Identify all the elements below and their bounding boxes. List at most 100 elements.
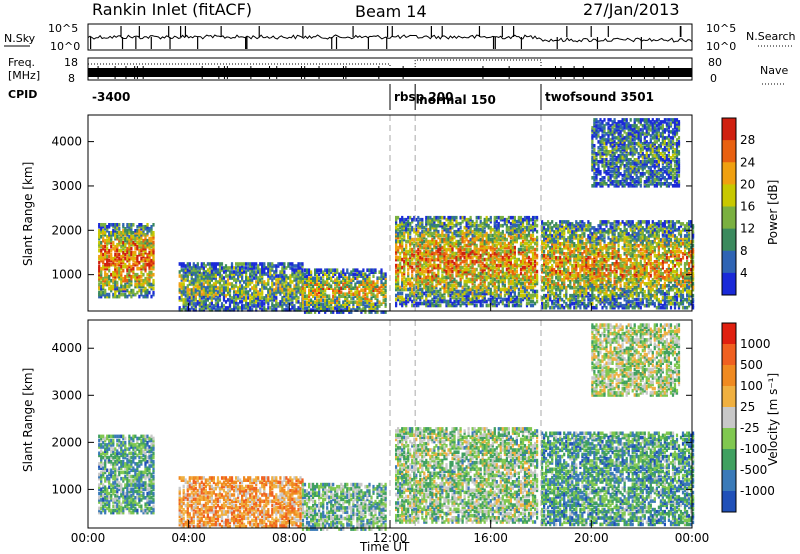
echo-cell: [316, 292, 319, 296]
echo-cell: [489, 227, 492, 232]
echo-cell: [144, 236, 147, 241]
echo-cell: [401, 243, 404, 248]
echo-cell: [344, 280, 347, 284]
echo-cell: [457, 263, 460, 268]
echo-cell: [545, 270, 548, 274]
echo-cell: [102, 266, 105, 271]
echo-cell: [208, 262, 211, 266]
echo-cell: [130, 229, 133, 233]
echo-cell: [106, 264, 109, 269]
echo-cell: [491, 237, 494, 242]
echo-cell: [214, 262, 217, 266]
echo-cell: [445, 239, 448, 244]
echo-cell: [283, 274, 286, 278]
echo-cell: [308, 304, 311, 308]
echo-cell: [431, 231, 434, 236]
echo-cell: [483, 221, 486, 226]
echo-cell: [509, 249, 512, 254]
echo-cell: [245, 298, 248, 302]
echo-cell: [545, 262, 548, 266]
echo-cell: [541, 270, 544, 274]
echo-cell: [439, 221, 442, 226]
echo-cell: [547, 293, 550, 298]
echo-cell: [338, 290, 341, 294]
echo-cell: [116, 248, 119, 253]
echo-cell: [301, 286, 305, 290]
echo-cell: [126, 266, 129, 271]
echo-cell: [305, 282, 309, 286]
echo-cell: [384, 310, 387, 314]
echo-cell: [314, 310, 317, 314]
echo-cell: [511, 273, 514, 278]
echo-cell: [132, 290, 135, 295]
echo-cell: [577, 244, 580, 248]
echo-cell: [216, 280, 220, 284]
echo-cell: [479, 231, 482, 236]
echo-cell: [449, 279, 452, 284]
echo-cell: [289, 276, 292, 280]
echo-cell: [517, 257, 520, 262]
echo-cell: [312, 284, 315, 288]
echo-cell: [429, 243, 432, 248]
echo-cell: [459, 281, 462, 286]
echo-cell: [451, 289, 454, 294]
echo-cell: [409, 283, 412, 288]
echo-cell: [140, 233, 143, 237]
echo-cell: [180, 282, 183, 286]
echo-cell: [100, 244, 103, 249]
echo-cell: [551, 242, 554, 246]
echo-cell: [473, 283, 476, 288]
echo-cell: [427, 303, 430, 308]
echo-cell: [148, 244, 151, 249]
echo-cell: [419, 231, 422, 236]
echo-cell: [263, 262, 266, 266]
echo-cell: [399, 255, 402, 260]
echo-cell: [265, 282, 268, 286]
echo-cell: [257, 266, 260, 270]
echo-cell: [445, 301, 448, 306]
echo-cell: [104, 252, 107, 257]
echo-cell: [471, 233, 474, 238]
echo-cell: [305, 274, 309, 278]
echo-cell: [108, 274, 111, 279]
echo-cell: [122, 288, 125, 293]
echo-cell: [513, 249, 516, 254]
echo-cell: [152, 292, 155, 297]
echo-cell: [445, 289, 448, 294]
echo-cell: [322, 290, 325, 294]
echo-cell: [481, 289, 484, 294]
echo-cell: [415, 229, 418, 234]
echo-cell: [491, 263, 494, 268]
echo-cell: [184, 264, 187, 268]
echo-cell: [144, 225, 147, 229]
echo-cell: [447, 221, 450, 226]
echo-cell: [364, 272, 367, 276]
echo-cell: [527, 231, 531, 236]
echo-cell: [531, 299, 535, 304]
echo-cell: [555, 226, 558, 230]
echo-cell: [299, 280, 302, 284]
echo-cell: [553, 252, 556, 256]
echo-cell: [489, 239, 492, 244]
echo-cell: [346, 302, 349, 306]
echo-cell: [475, 225, 478, 230]
echo-cell: [555, 250, 558, 254]
echo-cell: [324, 300, 327, 304]
echo-cell: [403, 235, 406, 240]
echo-cell: [380, 288, 383, 292]
echo-cell: [350, 300, 353, 304]
echo-cell: [140, 223, 143, 227]
echo-cell: [233, 278, 236, 282]
echo-cell: [140, 248, 143, 253]
echo-cell: [477, 249, 480, 254]
echo-cell: [517, 235, 520, 240]
echo-cell: [249, 280, 252, 284]
echo-cell: [459, 225, 462, 230]
echo-cell: [397, 255, 400, 260]
echo-cell: [435, 303, 438, 308]
echo-cell: [451, 247, 454, 252]
echo-cell: [380, 278, 383, 282]
echo-cell: [401, 237, 404, 242]
echo-cell: [206, 286, 209, 290]
echo-cell: [226, 278, 230, 282]
